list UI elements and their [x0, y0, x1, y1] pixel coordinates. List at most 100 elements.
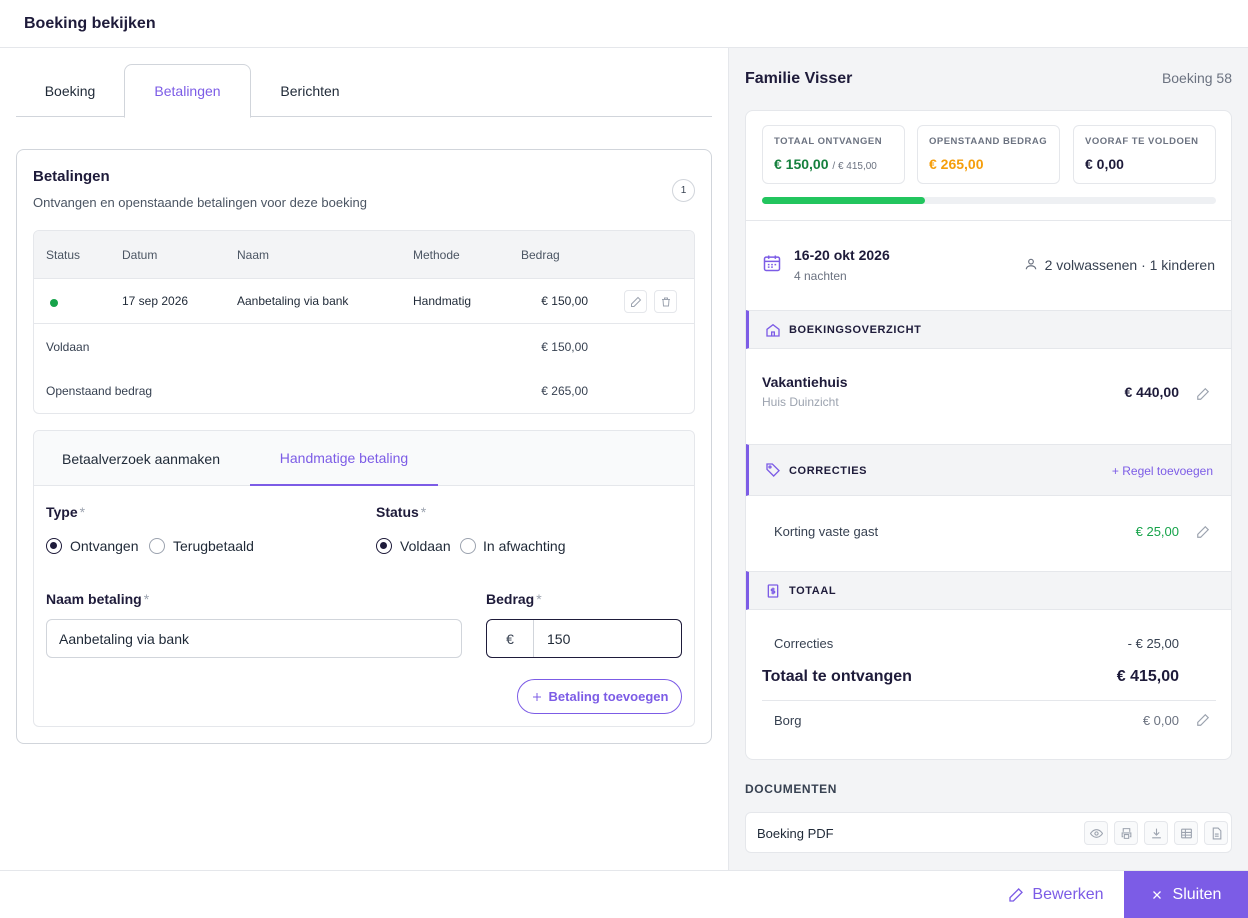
spreadsheet-button[interactable]	[1174, 821, 1198, 845]
corrections-total: - € 25,00	[1127, 636, 1179, 651]
currency-prefix: €	[487, 620, 534, 657]
close-icon	[1152, 891, 1161, 899]
tab-handmatige-betaling[interactable]: Handmatige betaling	[250, 431, 438, 486]
column-header-naam: Naam	[237, 248, 270, 262]
correction-value: € 25,00	[1135, 524, 1179, 539]
trash-icon	[661, 297, 670, 306]
payment-progress-bar	[762, 197, 1216, 204]
tab-berichten[interactable]: Berichten	[280, 82, 340, 99]
tab-betaalverzoek[interactable]: Betaalverzoek aanmaken	[62, 450, 220, 467]
section-booking-overview: BOEKINGSOVERZICHT	[746, 310, 1231, 349]
table-row: 17 sep 2026 Aanbetaling via bank Handmat…	[34, 279, 694, 324]
edit-deposit-icon[interactable]	[1196, 713, 1210, 727]
column-header-datum: Datum	[122, 248, 158, 262]
paid-label: Voldaan	[46, 340, 90, 354]
payments-subtitle: Ontvangen en openstaande betalingen voor…	[33, 195, 367, 210]
divider	[746, 220, 1231, 221]
radio-voldaan-label: Voldaan	[400, 538, 451, 554]
edit-payment-button[interactable]	[624, 290, 647, 313]
radio-ontvangen-label: Ontvangen	[70, 538, 139, 554]
close-button[interactable]: Sluiten	[1124, 871, 1248, 918]
printer-icon	[1121, 827, 1131, 839]
radio-terugbetaald[interactable]	[149, 538, 165, 554]
delete-payment-button[interactable]	[654, 290, 677, 313]
print-button[interactable]	[1114, 821, 1138, 845]
edit-button[interactable]: Bewerken	[1000, 871, 1112, 918]
table-icon	[1180, 828, 1192, 838]
type-label: Type *	[46, 504, 86, 520]
pencil-icon	[630, 296, 641, 307]
row-date: 17 sep 2026	[122, 294, 189, 308]
stat-prepay: VOORAF TE VOLDOEN € 0,00	[1073, 125, 1216, 184]
person-icon	[1025, 258, 1037, 270]
payment-name-input[interactable]: Aanbetaling via bank	[46, 619, 462, 658]
file-icon	[1212, 827, 1221, 839]
row-method: Handmatig	[413, 294, 472, 308]
left-pane: Boeking Betalingen Berichten Betalingen …	[0, 48, 728, 870]
section-title: CORRECTIES	[789, 465, 868, 477]
document-name: Boeking PDF	[757, 826, 834, 841]
stay-dates: 16-20 okt 2026	[794, 247, 890, 263]
correction-name: Korting vaste gast	[774, 524, 879, 539]
tab-boeking[interactable]: Boeking	[44, 82, 96, 99]
section-corrections: CORRECTIES + Regel toevoegen	[746, 444, 1231, 496]
home-icon	[766, 323, 780, 337]
open-value: € 265,00	[541, 384, 588, 398]
add-payment-label: Betaling toevoegen	[548, 689, 669, 704]
payment-form-tabs: Betaalverzoek aanmaken Handmatige betali…	[34, 431, 694, 486]
add-payment-button[interactable]: Betaling toevoegen	[517, 679, 682, 714]
eye-icon	[1089, 828, 1103, 838]
divider	[762, 700, 1216, 701]
document-row: Boeking PDF	[745, 812, 1232, 853]
row-amount: € 150,00	[541, 294, 588, 308]
table-header: Status Datum Naam Methode Bedrag	[34, 231, 694, 279]
column-header-methode: Methode	[413, 248, 460, 262]
calendar-icon	[763, 255, 781, 272]
tab-betalingen[interactable]: Betalingen	[124, 64, 251, 118]
column-header-status: Status	[46, 248, 81, 262]
payments-count-badge: 1	[672, 179, 695, 202]
guest-name: Familie Visser	[745, 70, 853, 87]
amount-input[interactable]: € 150	[486, 619, 682, 658]
payments-title: Betalingen	[33, 168, 110, 185]
deposit-label: Borg	[774, 713, 802, 728]
booking-number: Boeking 58	[1161, 70, 1232, 86]
radio-voldaan[interactable]	[376, 538, 392, 554]
deposit-value: € 0,00	[1142, 713, 1179, 728]
status-label: Status *	[376, 504, 427, 520]
stay-nights: 4 nachten	[794, 269, 847, 283]
stat-value: € 265,00	[929, 156, 984, 172]
modal-footer: Bewerken Sluiten	[0, 870, 1248, 918]
section-title: TOTAAL	[789, 585, 837, 597]
edit-correction-icon[interactable]	[1196, 525, 1210, 539]
stat-total-received: TOTAAL ONTVANGEN € 150,00 / € 415,00	[762, 125, 905, 184]
stat-value: € 150,00 / € 415,00	[774, 156, 877, 172]
file-button[interactable]	[1204, 821, 1228, 845]
row-name: Aanbetaling via bank	[237, 294, 349, 308]
radio-ontvangen[interactable]	[46, 538, 62, 554]
stat-open-amount: OPENSTAAND BEDRAG € 265,00	[917, 125, 1060, 184]
corrections-label: Correcties	[774, 636, 834, 651]
radio-in-afwachting-label: In afwachting	[483, 538, 566, 554]
preview-button[interactable]	[1084, 821, 1108, 845]
column-header-bedrag: Bedrag	[521, 248, 560, 262]
accommodation-type: Vakantiehuis	[762, 374, 848, 390]
pencil-icon	[1009, 888, 1024, 902]
total-label: Totaal te ontvangen	[762, 668, 912, 685]
radio-in-afwachting[interactable]	[460, 538, 476, 554]
documents-title: DOCUMENTEN	[745, 782, 837, 796]
download-icon	[1151, 828, 1161, 838]
section-title: BOEKINGSOVERZICHT	[789, 324, 922, 336]
stat-label: OPENSTAAND BEDRAG	[929, 136, 1048, 147]
edit-accommodation-icon[interactable]	[1196, 387, 1210, 401]
section-total: TOTAAL	[746, 571, 1231, 610]
total-value: € 415,00	[1116, 668, 1179, 685]
tag-icon	[766, 463, 780, 477]
amount-value: 150	[547, 631, 571, 647]
add-line-button[interactable]: + Regel toevoegen	[1111, 464, 1213, 478]
open-label: Openstaand bedrag	[46, 384, 153, 398]
amount-label: Bedrag *	[486, 591, 542, 607]
receipt-icon	[767, 584, 779, 598]
download-button[interactable]	[1144, 821, 1168, 845]
stat-value: € 0,00	[1085, 156, 1124, 172]
